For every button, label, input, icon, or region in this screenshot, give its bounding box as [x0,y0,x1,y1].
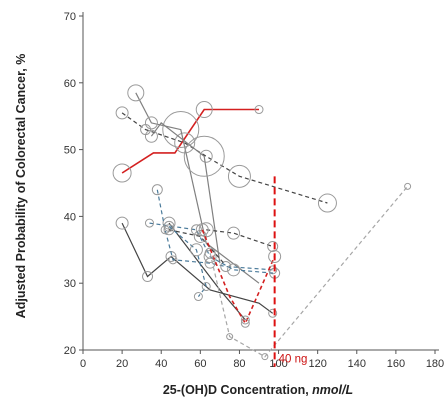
axes: 0 20 40 60 80 100 120 140 160 180 20 30 40 50 60 70 [64,11,444,370]
data-point [162,111,200,149]
data-point [201,282,211,292]
series-line [121,222,274,314]
x-tick-label: 20 [116,358,128,370]
data-point [168,255,178,265]
data-point [267,240,279,252]
y-tick-label: 60 [64,78,76,90]
data-point [268,249,282,263]
series-11 [198,222,279,252]
y-tick-label: 70 [64,11,76,23]
y-tick-label: 30 [64,278,76,290]
series-1 [112,101,264,183]
series-line [168,229,225,264]
x-tick-label: 140 [348,358,366,370]
data-point [227,226,241,240]
data-point [240,315,250,325]
data-point [115,216,129,230]
data-point [317,193,337,213]
data-point [204,247,216,259]
series-line [168,225,207,297]
data-point [198,222,214,238]
x-tick-label: 160 [387,358,405,370]
series-line [135,92,260,284]
series-line [201,229,276,326]
series-4 [144,122,225,264]
data-point [144,218,154,228]
y-tick-label: 40 [64,211,76,223]
series-line [149,222,275,274]
data-point [227,263,241,277]
series-12 [195,223,282,328]
data-point [261,353,269,361]
data-point [144,129,158,143]
series-line [150,122,221,264]
y-axis-title: Adjusted Probability of Colorectal Cance… [14,54,28,319]
data-point [227,164,251,188]
series-line [121,108,259,174]
data-point [220,261,232,272]
threshold-label: 40 ng [279,354,308,366]
data-point [115,106,129,120]
data-point [163,224,175,236]
data-point [163,220,175,232]
data-point [112,163,132,183]
data-point [195,223,209,237]
y-tick-label: 50 [64,145,76,157]
series-line [121,112,328,204]
data-point [183,135,225,177]
x-axis-title: 25-(OH)D Concentration, nmol/L [163,383,353,397]
data-point [127,84,145,102]
data-point [268,308,278,318]
x-tick-label: 80 [233,358,245,370]
data-point [190,224,202,236]
data-point [144,116,158,130]
threshold-layer: 40 ng [273,176,308,367]
series-line [168,222,246,321]
data-point [404,182,412,190]
y-tick-label: 20 [64,345,76,357]
series-line [156,189,273,271]
data-point [193,292,203,302]
series-3 [127,84,260,284]
data-point [151,184,163,196]
x-tick-label: 60 [194,358,206,370]
x-tick-label: 0 [80,358,86,370]
data-point [240,318,250,328]
series-10 [163,220,211,302]
series-2 [115,106,337,213]
data-point [195,101,213,119]
x-tick-label: 100 [269,358,287,370]
x-tick-label: 40 [155,358,167,370]
data-point [254,105,264,115]
x-tick-label: 180 [426,358,444,370]
x-tick-label: 120 [308,358,326,370]
series-8 [144,218,281,279]
data-point [226,333,234,341]
series-13 [204,182,412,361]
series-layer [112,84,412,361]
series-line [206,229,273,248]
series-line [209,185,409,358]
data-point [199,149,213,163]
data-point [189,243,203,257]
data-point [142,271,154,283]
